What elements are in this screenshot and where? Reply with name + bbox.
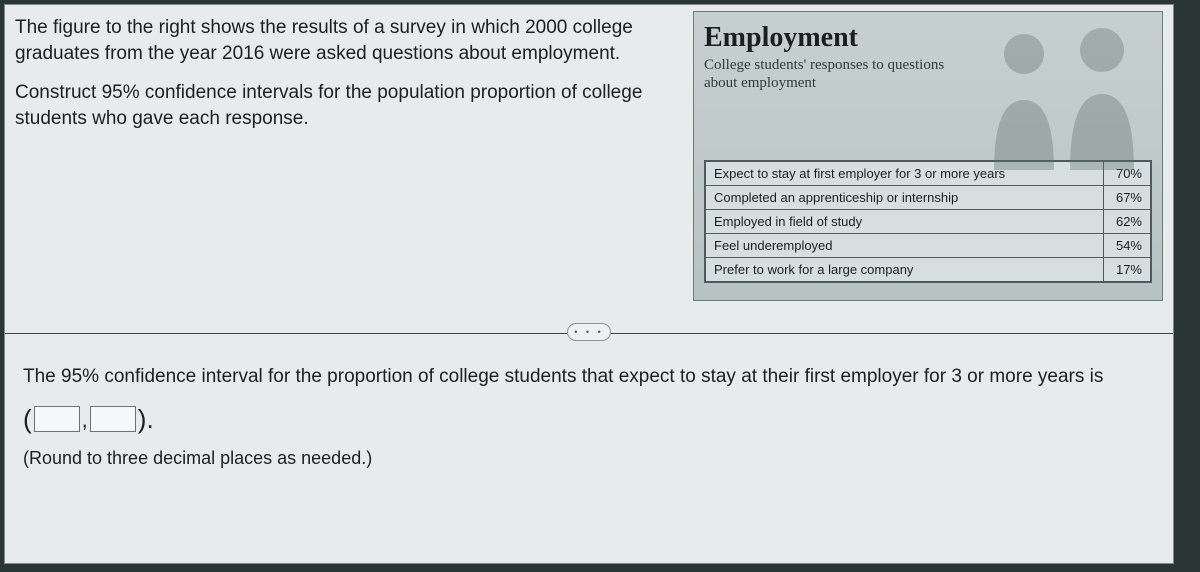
prompt-text: The figure to the right shows the result… (15, 11, 679, 301)
answer-stem: The 95% confidence interval for the prop… (23, 363, 1159, 392)
expand-pill-button[interactable]: • • • (567, 323, 611, 341)
row-pct: 17% (1103, 258, 1151, 283)
table-row: Employed in field of study 62% (705, 210, 1151, 234)
prompt-paragraph-2: Construct 95% confidence intervals for t… (15, 80, 679, 131)
dots-icon: • • • (574, 327, 603, 337)
people-silhouette-icon (974, 20, 1154, 170)
row-label: Prefer to work for a large company (705, 258, 1103, 283)
survey-table: Expect to stay at first employer for 3 o… (704, 160, 1152, 283)
table-row: Completed an apprenticeship or internshi… (705, 186, 1151, 210)
employment-figure: Employment College students' responses t… (693, 11, 1163, 301)
prompt-paragraph-1: The figure to the right shows the result… (15, 15, 679, 66)
question-page: The figure to the right shows the result… (4, 4, 1174, 564)
row-label: Employed in field of study (705, 210, 1103, 234)
open-paren: ( (23, 400, 32, 439)
ci-input-line: ( , ). (23, 400, 1159, 439)
ci-lower-input[interactable] (34, 406, 80, 432)
table-row: Prefer to work for a large company 17% (705, 258, 1151, 283)
row-label: Feel underemployed (705, 234, 1103, 258)
comma: , (82, 403, 88, 436)
round-note: (Round to three decimal places as needed… (23, 445, 1159, 472)
row-pct: 62% (1103, 210, 1151, 234)
section-divider: • • • (5, 319, 1173, 349)
close-paren: ). (138, 400, 154, 439)
ci-upper-input[interactable] (90, 406, 136, 432)
table-row: Feel underemployed 54% (705, 234, 1151, 258)
top-section: The figure to the right shows the result… (5, 5, 1173, 301)
figure-subtitle: College students' responses to questions… (704, 56, 954, 92)
row-pct: 67% (1103, 186, 1151, 210)
answer-area: The 95% confidence interval for the prop… (5, 349, 1173, 472)
row-pct: 54% (1103, 234, 1151, 258)
row-label: Completed an apprenticeship or internshi… (705, 186, 1103, 210)
